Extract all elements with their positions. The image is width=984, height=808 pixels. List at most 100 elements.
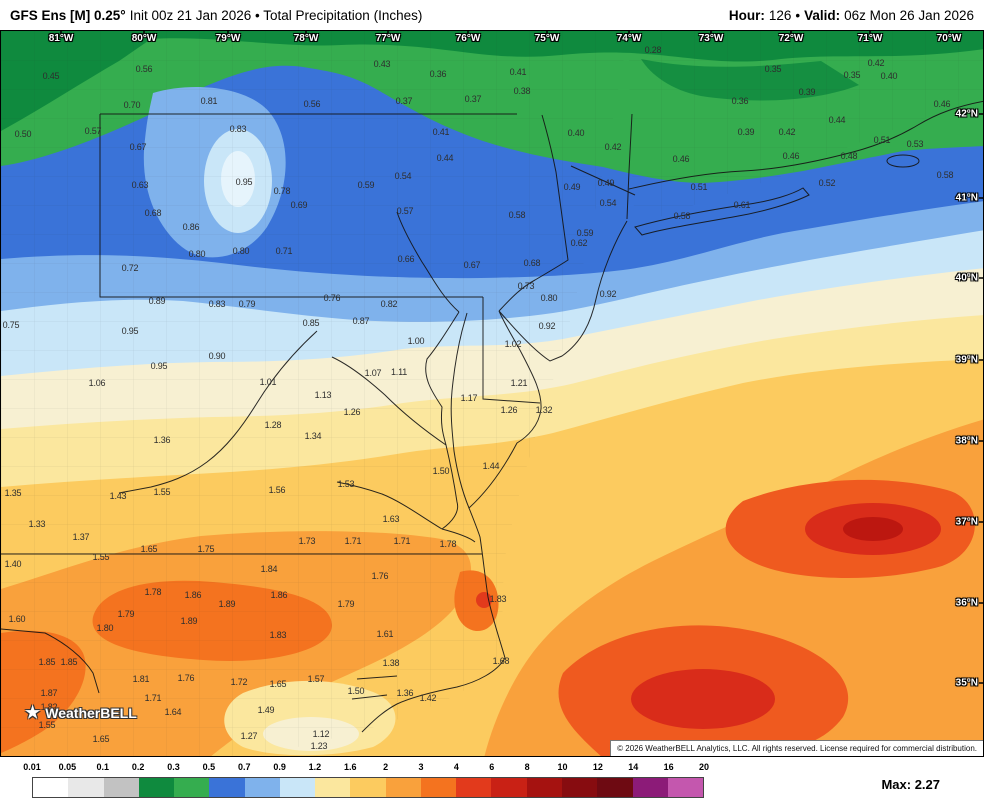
precip-value-label: 0.95 xyxy=(235,177,253,187)
precip-value-label: 0.42 xyxy=(778,127,796,137)
hour-label: Hour: xyxy=(728,7,765,23)
legend-tick-label: 3 xyxy=(418,762,424,772)
precip-value-label: 1.36 xyxy=(153,435,171,445)
precip-value-label: 0.78 xyxy=(273,186,291,196)
precip-value-label: 1.34 xyxy=(304,431,322,441)
legend-color-swatch xyxy=(33,778,69,797)
valid-value: 06z Mon 26 Jan 2026 xyxy=(844,7,974,23)
lat-label: 35°N xyxy=(955,677,978,689)
lat-label: 36°N xyxy=(955,597,978,609)
precip-value-label: 1.21 xyxy=(510,378,528,388)
legend-tick-label: 2 xyxy=(383,762,389,772)
max-value: 2.27 xyxy=(914,777,940,792)
precip-value-label: 0.71 xyxy=(275,246,293,256)
precip-value-label: 0.46 xyxy=(672,154,690,164)
precip-value-label: 1.89 xyxy=(180,616,198,626)
precip-value-label: 1.65 xyxy=(92,734,110,744)
precip-value-label: 1.26 xyxy=(500,405,518,415)
precip-value-label: 0.56 xyxy=(135,64,153,74)
legend-tick-label: 20 xyxy=(698,762,710,772)
precip-value-label: 1.32 xyxy=(535,405,553,415)
legend-bar xyxy=(32,777,704,798)
legend-color-swatch xyxy=(103,778,139,797)
precip-value-label: 0.61 xyxy=(733,200,751,210)
legend-tick-label: 0.7 xyxy=(237,762,251,772)
precip-value-label: 0.44 xyxy=(436,153,454,163)
precip-value-label: 1.83 xyxy=(269,630,287,640)
precip-value-label: 0.79 xyxy=(238,299,256,309)
precip-value-label: 1.42 xyxy=(419,693,437,703)
precip-value-label: 0.76 xyxy=(323,293,341,303)
init-info: Init 00z 21 Jan 2026 • Total Precipitati… xyxy=(129,7,423,23)
legend-color-swatch xyxy=(385,778,421,797)
precip-value-label: 0.68 xyxy=(523,258,541,268)
copyright-notice: © 2026 WeatherBELL Analytics, LLC. All r… xyxy=(610,740,983,756)
precip-value-label: 1.38 xyxy=(382,658,400,668)
precip-value-label: 1.63 xyxy=(382,514,400,524)
valid-label: Valid: xyxy=(804,7,841,23)
precip-value-label: 0.80 xyxy=(540,293,558,303)
legend-color-swatch xyxy=(561,778,598,797)
legend-color-swatch xyxy=(209,778,245,797)
precip-value-label: 0.58 xyxy=(508,210,526,220)
legend-tick-label: 0.05 xyxy=(58,762,77,772)
legend-tick-label: 14 xyxy=(628,762,639,772)
precip-value-label: 1.85 xyxy=(60,657,78,667)
precip-value-label: 1.01 xyxy=(259,377,277,387)
precip-value-label: 1.06 xyxy=(88,378,106,388)
precip-value-label: 1.80 xyxy=(96,623,114,633)
value-labels-layer: 0.45 0.56 0.43 0.36 0.41 0.38 0.28 0.35 0.35 0.42… xyxy=(1,31,983,756)
precip-value-label: 1.68 xyxy=(492,656,510,666)
precip-value-label: 0.42 xyxy=(604,142,622,152)
precip-value-label: 0.85 xyxy=(302,318,320,328)
precip-value-label: 0.50 xyxy=(14,129,32,139)
precip-value-label: 1.57 xyxy=(307,674,325,684)
legend-color-swatch xyxy=(491,778,527,797)
precip-value-label: 1.40 xyxy=(4,559,22,569)
precip-value-label: 1.79 xyxy=(117,609,135,619)
legend-color-swatch xyxy=(526,778,562,797)
precip-value-label: 0.28 xyxy=(644,45,662,55)
precip-value-label: 1.12 xyxy=(312,729,330,739)
precip-value-label: 1.71 xyxy=(344,536,362,546)
header-bar: GFS Ens [M] 0.25° Init 00z 21 Jan 2026 •… xyxy=(0,0,984,30)
legend-color-swatch xyxy=(456,778,492,797)
precip-value-label: 1.82 xyxy=(40,702,58,712)
precip-value-label: 1.73 xyxy=(298,536,316,546)
precip-value-label: 0.42 xyxy=(867,58,885,68)
precip-value-label: 1.78 xyxy=(144,587,162,597)
legend-color-swatch xyxy=(667,778,704,797)
precip-value-label: 1.37 xyxy=(72,532,90,542)
precip-value-label: 0.80 xyxy=(188,249,206,259)
legend-color-swatch xyxy=(279,778,316,797)
precip-value-label: 0.45 xyxy=(42,71,60,81)
lon-label: 70°W xyxy=(936,33,962,44)
precip-value-label: 1.27 xyxy=(240,731,258,741)
lon-label: 79°W xyxy=(215,33,241,44)
precip-value-label: 0.43 xyxy=(373,59,391,69)
lon-labels-layer: 81°W 80°W 79°W 78°W 77°W 76°W 75°W 74°W 73°W 72°W… xyxy=(1,31,983,756)
precip-value-label: 1.55 xyxy=(153,487,171,497)
precip-value-label: 1.50 xyxy=(347,686,365,696)
precip-value-label: 0.75 xyxy=(2,320,20,330)
precip-value-label: 1.13 xyxy=(314,390,332,400)
precip-value-label: 1.44 xyxy=(482,461,500,471)
precip-value-label: 1.65 xyxy=(140,544,158,554)
precip-value-label: 1.86 xyxy=(184,590,202,600)
precip-value-label: 0.40 xyxy=(880,71,898,81)
legend-tick-label: 0.9 xyxy=(273,762,286,772)
precip-value-label: 1.64 xyxy=(164,707,182,717)
precip-value-label: 1.50 xyxy=(432,466,450,476)
precip-value-label: 1.36 xyxy=(396,688,414,698)
star-icon: ★ xyxy=(25,703,41,722)
precip-value-label: 0.95 xyxy=(150,361,168,371)
legend-color-swatch xyxy=(244,778,280,797)
lon-label: 76°W xyxy=(455,33,481,44)
precip-value-label: 0.95 xyxy=(121,326,139,336)
legend-color-swatch xyxy=(68,778,104,797)
precip-value-label: 0.38 xyxy=(513,86,531,96)
precip-value-label: 0.58 xyxy=(936,170,954,180)
precip-value-label: 0.82 xyxy=(380,299,398,309)
precip-value-label: 1.33 xyxy=(28,519,46,529)
